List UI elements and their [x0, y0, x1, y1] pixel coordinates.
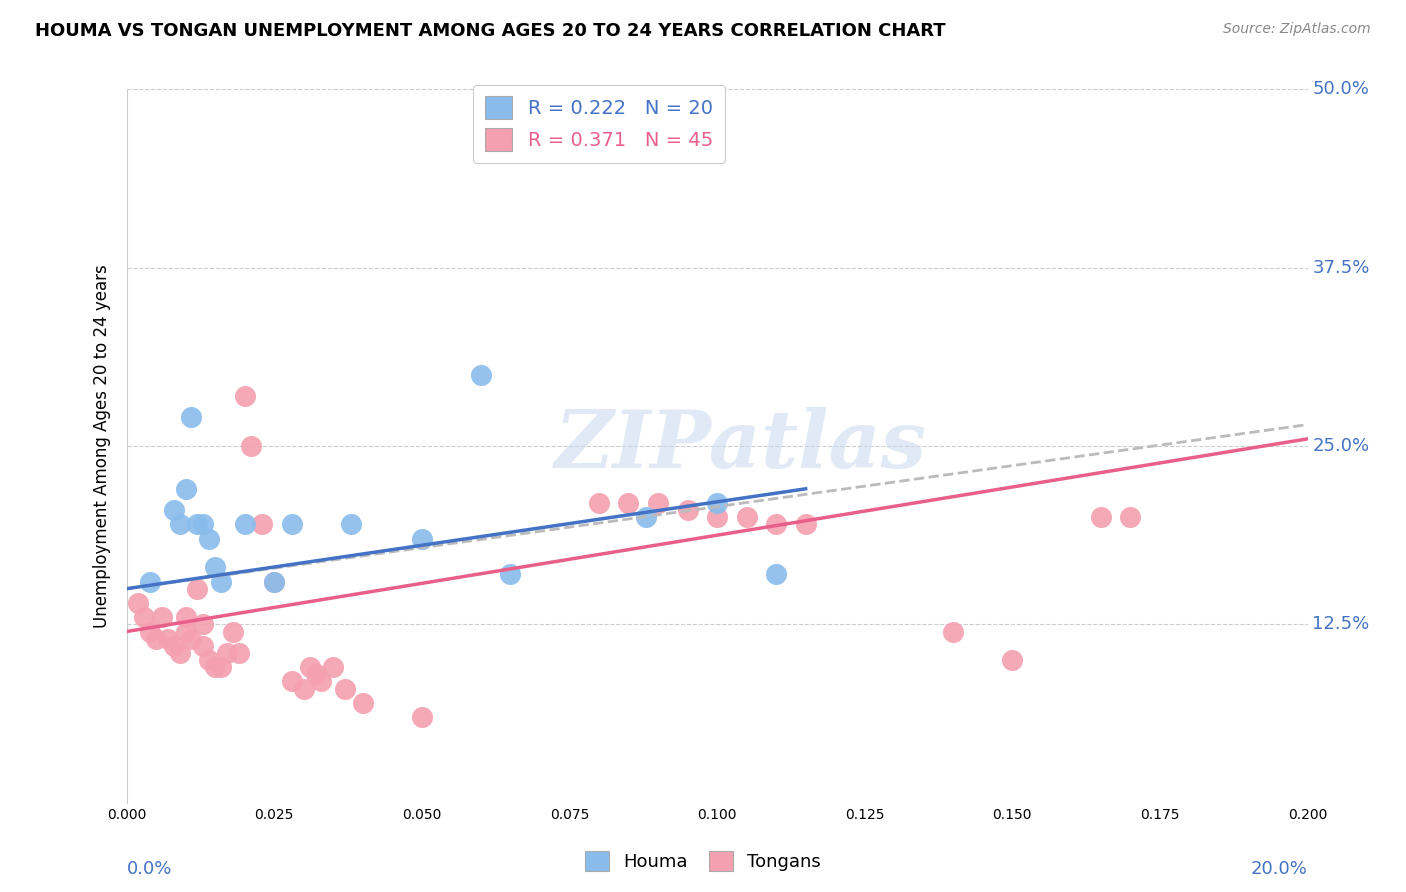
Point [499, 567, 522, 582]
Point [193, 639, 215, 653]
Legend: Houma, Tongans: Houma, Tongans [578, 844, 828, 879]
Point [647, 496, 669, 510]
Point [145, 632, 167, 646]
Point [186, 517, 208, 532]
Point [198, 653, 221, 667]
Point [411, 710, 433, 724]
Point [263, 574, 285, 589]
Point [617, 496, 640, 510]
Point [281, 517, 304, 532]
Point [292, 681, 315, 696]
Point [765, 517, 787, 532]
Point [228, 646, 250, 660]
Point [636, 510, 658, 524]
Point [942, 624, 965, 639]
Point [676, 503, 699, 517]
Point [735, 510, 758, 524]
Point [134, 610, 156, 624]
Point [204, 560, 226, 574]
Point [174, 482, 197, 496]
Point [193, 617, 215, 632]
Point [765, 567, 787, 582]
Text: 0.0%: 0.0% [127, 860, 172, 878]
Point [209, 660, 232, 674]
Text: 50.0%: 50.0% [1312, 80, 1369, 98]
Y-axis label: Unemployment Among Ages 20 to 24 years: Unemployment Among Ages 20 to 24 years [93, 264, 111, 628]
Point [333, 681, 356, 696]
Point [215, 646, 238, 660]
Point [150, 610, 173, 624]
Point [174, 624, 197, 639]
Point [186, 582, 208, 596]
Point [311, 674, 333, 689]
Point [281, 674, 304, 689]
Point [298, 660, 321, 674]
Point [322, 660, 344, 674]
Point [222, 624, 245, 639]
Point [127, 596, 149, 610]
Point [169, 517, 191, 532]
Point [163, 639, 186, 653]
Point [193, 517, 215, 532]
Point [204, 660, 226, 674]
Point [304, 667, 326, 681]
Point [588, 496, 610, 510]
Legend: R = 0.222   N = 20, R = 0.371   N = 45: R = 0.222 N = 20, R = 0.371 N = 45 [474, 85, 724, 162]
Point [163, 503, 186, 517]
Point [180, 410, 202, 425]
Point [139, 624, 162, 639]
Point [209, 574, 232, 589]
Text: 25.0%: 25.0% [1312, 437, 1369, 455]
Point [706, 510, 728, 524]
Point [411, 532, 433, 546]
Text: ZIPatlas: ZIPatlas [554, 408, 927, 484]
Text: HOUMA VS TONGAN UNEMPLOYMENT AMONG AGES 20 TO 24 YEARS CORRELATION CHART: HOUMA VS TONGAN UNEMPLOYMENT AMONG AGES … [35, 22, 946, 40]
Point [470, 368, 492, 382]
Point [252, 517, 274, 532]
Point [233, 517, 256, 532]
Point [1119, 510, 1142, 524]
Point [340, 517, 363, 532]
Point [233, 389, 256, 403]
Point [794, 517, 817, 532]
Point [352, 696, 374, 710]
Text: 20.0%: 20.0% [1251, 860, 1308, 878]
Point [239, 439, 262, 453]
Point [169, 646, 191, 660]
Text: 37.5%: 37.5% [1312, 259, 1369, 277]
Point [180, 632, 202, 646]
Text: Source: ZipAtlas.com: Source: ZipAtlas.com [1223, 22, 1371, 37]
Text: 12.5%: 12.5% [1312, 615, 1369, 633]
Point [139, 574, 162, 589]
Point [174, 610, 197, 624]
Point [156, 632, 179, 646]
Point [1090, 510, 1112, 524]
Point [198, 532, 221, 546]
Point [706, 496, 728, 510]
Point [263, 574, 285, 589]
Point [1001, 653, 1024, 667]
